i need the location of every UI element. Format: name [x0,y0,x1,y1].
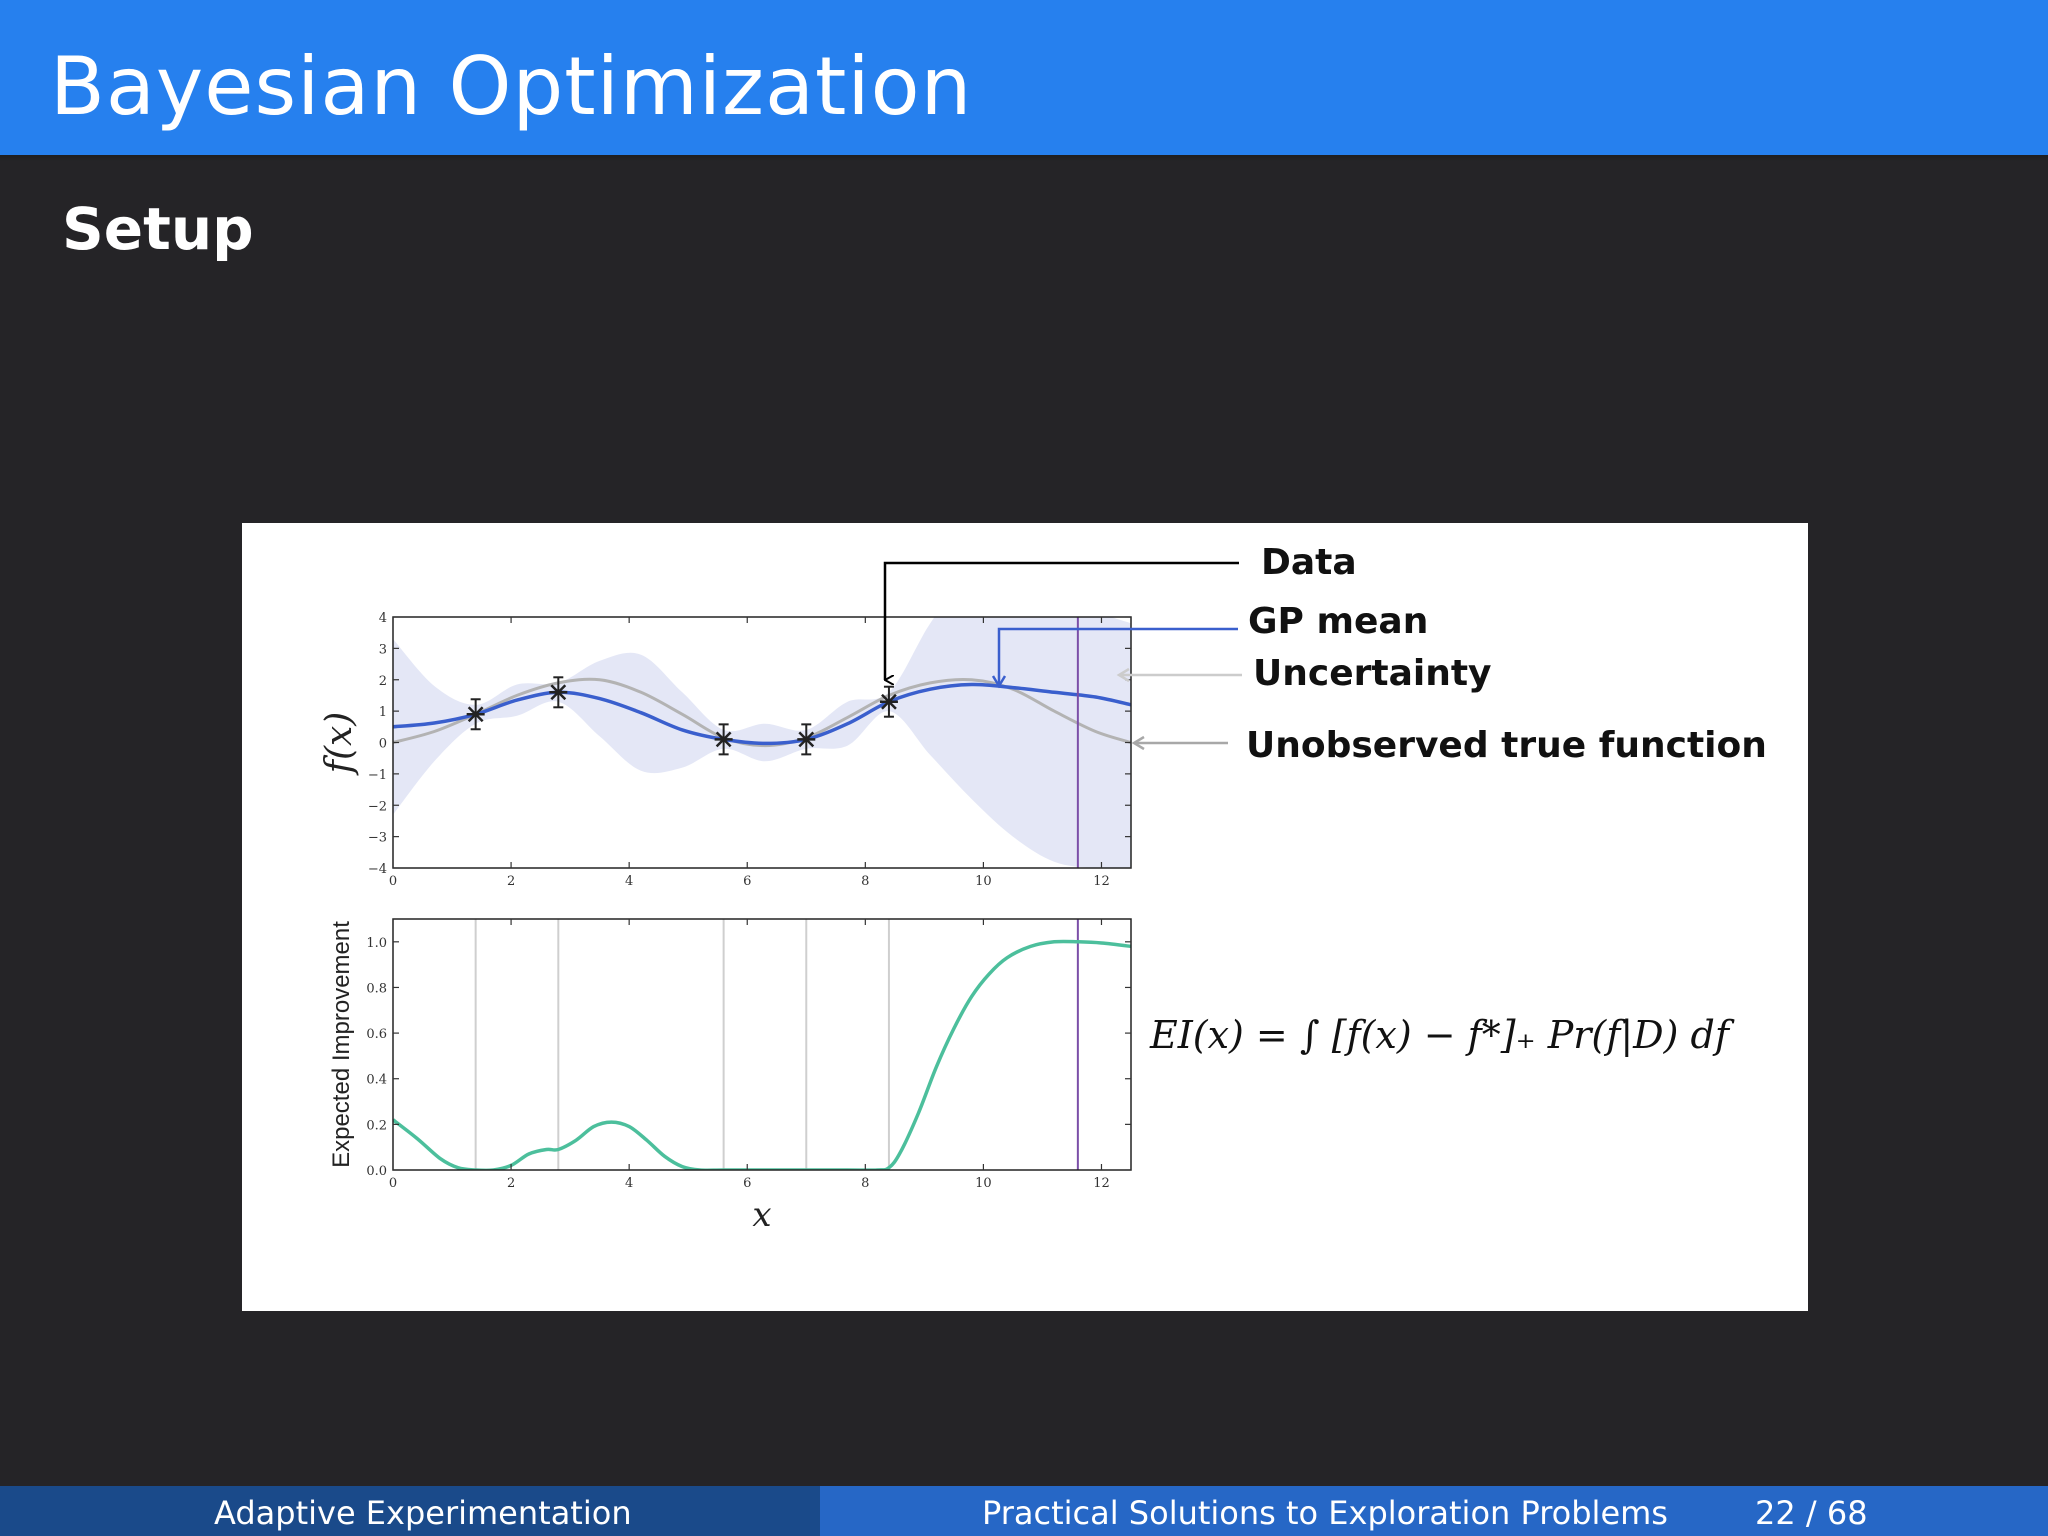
ei-y-axis-label: Expected Improvement [328,921,355,1168]
observation-point [797,723,816,756]
y-tick-label: 2 [379,674,387,689]
x-tick-label: 0 [389,874,397,889]
footer: Adaptive Experimentation Practical Solut… [0,1486,2048,1536]
gp-y-axis-label: f(x) [319,712,360,777]
true-function-arrowhead [1131,735,1145,751]
ei-plot-area [393,919,1131,1170]
gp-plot-area [393,617,1131,868]
annotation-gp-mean: GP mean [1248,601,1428,642]
y-tick-label: −3 [368,831,387,846]
observation-marker [797,731,816,748]
footer-course-title: Adaptive Experimentation [214,1494,632,1532]
observation-marker [466,706,485,723]
footer-talk-title: Practical Solutions to Exploration Probl… [982,1494,1668,1532]
y-tick-label: 0.6 [366,1027,387,1042]
x-tick-label: 2 [507,1176,515,1191]
annotation-uncertainty: Uncertainty [1253,653,1492,694]
observation-marker [879,693,898,710]
y-tick-label: 1 [379,705,387,720]
ei-x-axis-label: x [752,1195,771,1235]
y-tick-label: 0 [379,737,387,752]
x-tick-label: 6 [743,1176,751,1191]
footer-right-section: Practical Solutions to Exploration Probl… [820,1486,2048,1536]
observation-point [714,723,733,756]
slide-title: Bayesian Optimization [50,40,973,133]
ei-line [393,939,1131,1170]
x-tick-label: 2 [507,874,515,889]
annotation-data: Data [1261,542,1357,583]
x-tick-label: 12 [1093,874,1110,889]
ei-equation: EI(x) = ∫ [f(x) − f*]₊ Pr(f|D) df [1149,1013,1735,1057]
x-tick-label: 10 [975,874,992,889]
y-tick-label: 0.0 [366,1164,387,1179]
ei-chart-frame [392,918,1132,1171]
y-tick-label: −2 [368,799,387,814]
y-tick-label: 4 [379,611,387,626]
gp-mean-leader-line [997,627,1238,685]
x-tick-label: 10 [975,1176,992,1191]
gp-mean-arrowhead [991,675,1007,689]
observation-marker [549,684,568,701]
annotation-true-function: Unobserved true function [1246,725,1767,766]
title-bar: Bayesian Optimization [0,0,2048,155]
y-tick-label: 0.8 [366,981,387,996]
footer-left-section: Adaptive Experimentation [0,1486,820,1536]
x-tick-label: 4 [625,1176,633,1191]
footer-page-number: 22 / 68 [1755,1494,1868,1532]
y-tick-label: −4 [368,862,387,877]
observation-marker [714,731,733,748]
x-tick-label: 8 [861,1176,869,1191]
uncertainty-arrowhead [1116,667,1130,683]
x-tick-label: 12 [1093,1176,1110,1191]
y-tick-label: 0.2 [366,1118,387,1133]
figure-panel: 0 2 4 6 8 10 12 4 3 2 1 0 −1 −2 −3 −4 f(x) 0 2 4 6 8 10 12 1.0 0… [242,523,1808,1311]
observation-point [549,676,568,709]
data-leader-line [883,561,1239,680]
y-tick-label: 3 [379,642,387,657]
x-tick-label: 4 [625,874,633,889]
title-divider [0,155,2048,161]
x-tick-label: 8 [861,874,869,889]
y-tick-label: −1 [368,768,387,783]
y-tick-label: 1.0 [366,936,387,951]
x-tick-label: 6 [743,874,751,889]
x-tick-label: 0 [389,1176,397,1191]
gp-mean-line [393,682,1131,746]
y-tick-label: 0.4 [366,1073,387,1088]
uncertainty-band [393,617,1131,868]
observation-point [879,685,898,718]
ei-chart: 0 2 4 6 8 10 12 1.0 0.8 0.6 0.4 0.2 0.0 Expected Impr… [328,918,1132,1235]
slide-subtitle: Setup [62,195,254,263]
observation-point [466,698,485,731]
